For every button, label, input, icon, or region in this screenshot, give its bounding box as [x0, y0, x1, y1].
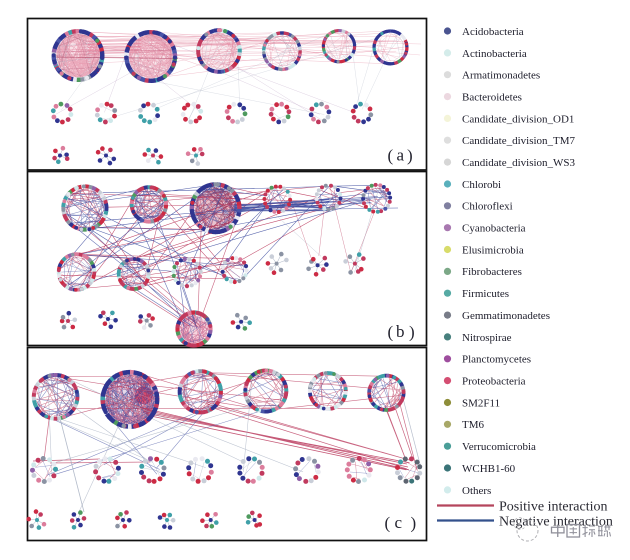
svg-text:Candidate_division_WS3: Candidate_division_WS3 — [462, 157, 576, 169]
svg-text:SM2F11: SM2F11 — [462, 397, 500, 409]
svg-text:): ) — [411, 514, 417, 533]
svg-text:Bacteroidetes: Bacteroidetes — [462, 92, 522, 104]
svg-text:Planctomycetes: Planctomycetes — [462, 354, 531, 366]
svg-text:Verrucomicrobia: Verrucomicrobia — [462, 441, 536, 453]
svg-text:Actinobacteria: Actinobacteria — [462, 48, 527, 60]
svg-text:Nitrospirae: Nitrospirae — [462, 332, 512, 344]
svg-text:Chlorobi: Chlorobi — [462, 179, 501, 191]
svg-text:Negative interaction: Negative interaction — [499, 515, 613, 530]
svg-text:Others: Others — [462, 485, 491, 497]
svg-text:TM6: TM6 — [462, 419, 485, 431]
svg-text:c: c — [395, 513, 403, 532]
svg-text:Acidobacteria: Acidobacteria — [462, 26, 524, 38]
svg-text:(: ( — [388, 323, 394, 342]
svg-text:(: ( — [385, 514, 391, 533]
svg-text:Cyanobacteria: Cyanobacteria — [462, 223, 526, 235]
svg-text:WCHB1-60: WCHB1-60 — [462, 463, 516, 475]
svg-text:Gemmatimonadetes: Gemmatimonadetes — [462, 310, 550, 322]
svg-text:Armatimonadetes: Armatimonadetes — [462, 70, 540, 82]
svg-text:a: a — [397, 146, 405, 165]
svg-text:Candidate_division_TM7: Candidate_division_TM7 — [462, 135, 576, 147]
svg-text:(: ( — [388, 146, 394, 165]
svg-text:Chloroflexi: Chloroflexi — [462, 201, 513, 213]
svg-text:): ) — [409, 323, 415, 342]
svg-text:Fibrobacteres: Fibrobacteres — [462, 266, 522, 278]
svg-text:): ) — [407, 146, 413, 165]
svg-text:b: b — [396, 322, 405, 341]
svg-text:Proteobacteria: Proteobacteria — [462, 376, 526, 388]
svg-text:Elusimicrobia: Elusimicrobia — [462, 244, 524, 256]
svg-text:Firmicutes: Firmicutes — [462, 288, 509, 300]
svg-text:Positive interaction: Positive interaction — [499, 500, 607, 515]
svg-text:Candidate_division_OD1: Candidate_division_OD1 — [462, 113, 574, 125]
